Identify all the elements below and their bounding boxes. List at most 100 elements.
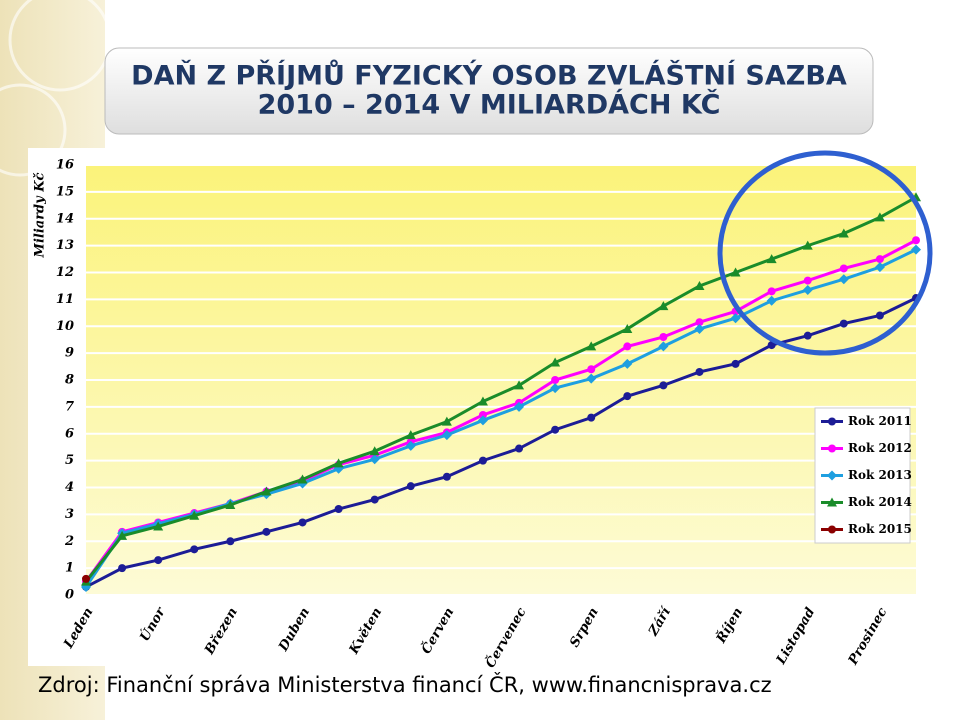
marker	[478, 410, 487, 419]
marker	[405, 440, 416, 451]
marker	[550, 357, 561, 367]
marker	[441, 416, 452, 426]
marker	[550, 383, 561, 394]
marker	[587, 413, 596, 422]
y-tick-label: 16	[56, 158, 74, 173]
marker	[369, 446, 380, 456]
marker	[117, 530, 128, 540]
y-tick-label: 12	[56, 265, 74, 280]
decor	[8, 0, 112, 92]
marker	[874, 262, 885, 273]
decor	[0, 83, 67, 177]
marker	[477, 396, 488, 406]
title: DAŇ Z PŘÍJMŮ FYZICKÝ OSOB ZVLÁŠTNÍ SAZBA	[131, 59, 847, 92]
marker	[766, 254, 777, 264]
legend-label: Rok 2012	[848, 441, 912, 455]
marker	[441, 430, 452, 441]
source: Zdroj: Finanční správa Ministerstva fina…	[38, 672, 772, 697]
y-tick-label: 2	[64, 534, 74, 549]
legend-label: Rok 2014	[848, 495, 912, 509]
y-tick-label: 10	[56, 319, 74, 334]
marker	[514, 401, 525, 412]
marker	[405, 430, 416, 440]
legend-label: Rok 2013	[848, 468, 912, 482]
marker	[658, 301, 669, 311]
marker	[297, 474, 308, 484]
y-tick-label: 1	[65, 561, 74, 576]
y-axis-label: Miliardy Kč	[33, 172, 48, 258]
marker	[659, 333, 668, 341]
marker	[658, 341, 669, 352]
marker	[828, 417, 836, 426]
marker	[587, 365, 596, 374]
marker	[827, 497, 837, 507]
marker	[694, 323, 705, 334]
marker	[828, 444, 836, 453]
y-tick-label: 4	[65, 480, 74, 495]
marker	[477, 415, 488, 426]
marker	[766, 295, 777, 306]
marker	[334, 505, 343, 513]
title-box	[104, 47, 874, 135]
marker	[333, 458, 344, 468]
marker	[622, 323, 633, 333]
marker	[118, 564, 127, 573]
marker	[586, 341, 597, 351]
marker	[261, 486, 272, 496]
marker	[912, 236, 920, 245]
y-tick-label: 8	[65, 373, 74, 388]
marker	[694, 280, 705, 290]
y-tick-label: 15	[56, 184, 74, 199]
marker	[190, 545, 199, 554]
marker	[586, 373, 597, 384]
y-tick-label: 3	[65, 507, 74, 522]
y-tick-label: 7	[65, 399, 74, 414]
y-tick-label: 9	[65, 346, 74, 361]
marker	[298, 518, 307, 527]
marker	[226, 537, 235, 546]
marker	[731, 359, 740, 368]
marker	[82, 574, 90, 583]
marker	[828, 525, 836, 534]
legend: Rok 2011 Rok 2012 Rok 2013 Rok 2014 Rok 2015	[814, 407, 912, 544]
marker	[406, 482, 415, 491]
marker	[515, 444, 524, 453]
legend-label: Rok 2015	[848, 522, 912, 536]
marker	[442, 472, 451, 481]
marker	[551, 425, 560, 434]
marker	[802, 284, 813, 295]
marker	[153, 521, 164, 531]
marker	[875, 255, 884, 264]
marker	[514, 380, 525, 390]
marker	[262, 527, 271, 536]
marker	[803, 276, 812, 285]
marker	[369, 454, 380, 465]
subtitle: 2010 – 2014 V MILIARDÁCH KČ	[258, 89, 721, 121]
marker	[370, 495, 379, 504]
marker	[695, 367, 704, 376]
marker	[659, 381, 668, 390]
marker	[827, 470, 837, 481]
y-tick-label: 13	[56, 238, 74, 253]
marker	[623, 342, 632, 351]
marker	[911, 244, 921, 255]
marker	[767, 287, 776, 296]
marker	[189, 510, 200, 520]
marker	[803, 331, 812, 340]
y-tick-label: 14	[56, 211, 74, 226]
marker	[622, 358, 633, 369]
marker	[730, 313, 741, 324]
marker	[478, 456, 487, 465]
y-tick-label: 11	[56, 292, 74, 307]
y-tick-label: 5	[65, 453, 74, 468]
series-line	[84, 195, 917, 583]
legend-label: Rok 2011	[848, 414, 912, 428]
marker	[154, 556, 163, 565]
marker	[225, 499, 236, 509]
marker	[838, 274, 849, 285]
marker	[875, 311, 884, 320]
highlight-ellipse	[717, 150, 933, 356]
marker	[551, 376, 560, 384]
